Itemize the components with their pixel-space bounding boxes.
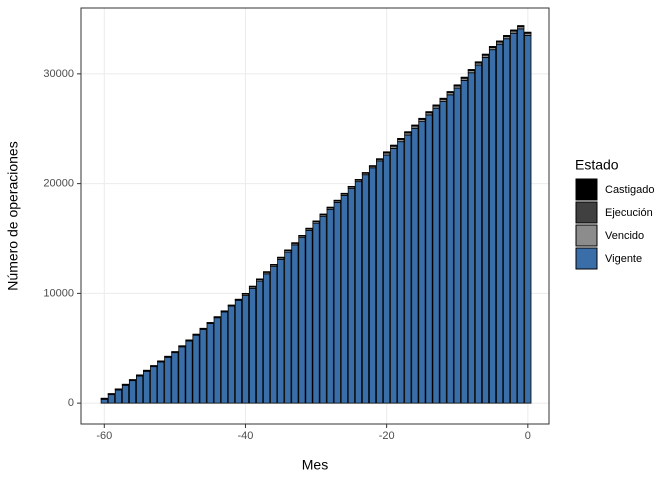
bar-segment xyxy=(461,80,467,403)
bar-segment xyxy=(172,353,178,403)
bar-segment xyxy=(341,195,347,403)
bar-segment xyxy=(108,395,114,404)
legend-label: Vigente xyxy=(605,253,642,265)
bar-segment xyxy=(221,312,227,403)
y-axis-title: Número de operaciones xyxy=(5,141,21,290)
legend-label: Ejecución xyxy=(605,207,653,219)
bar-segment xyxy=(426,115,432,403)
bar-segment xyxy=(285,252,291,403)
bar-segment xyxy=(398,142,404,403)
bar-segment xyxy=(256,281,262,403)
legend-key xyxy=(576,179,597,200)
bar-segment xyxy=(101,399,107,403)
bar-segment xyxy=(320,216,326,403)
bar-segment xyxy=(242,296,248,404)
y-tick-label: 20000 xyxy=(43,178,74,190)
legend-label: Castigado xyxy=(605,184,655,196)
legend-key xyxy=(576,202,597,223)
bar-segment xyxy=(200,329,206,403)
bar-segment xyxy=(115,390,121,403)
bar-segment xyxy=(376,161,382,403)
bar-segment xyxy=(143,371,149,403)
bar-segment xyxy=(511,33,517,403)
bar-segment xyxy=(362,175,368,403)
legend-label: Vencido xyxy=(605,230,644,242)
bar-segment xyxy=(391,148,397,403)
bar-segment xyxy=(468,73,474,403)
x-axis-title: Mes xyxy=(302,457,328,473)
bar-segment xyxy=(228,306,234,403)
bar-segment xyxy=(419,122,425,404)
bar-segment xyxy=(348,189,354,404)
bar-segment xyxy=(482,57,488,403)
bar-segment xyxy=(355,182,361,404)
legend-key xyxy=(576,225,597,246)
y-tick-label: 30000 xyxy=(43,68,74,80)
bar-segment xyxy=(129,381,135,404)
x-tick-label: 0 xyxy=(525,430,531,442)
bar-segment xyxy=(327,209,333,403)
x-tick-label: -40 xyxy=(238,430,254,442)
bar-segment xyxy=(405,135,411,403)
bar-segment xyxy=(136,376,142,403)
bar-segment xyxy=(122,385,128,403)
bar-segment xyxy=(271,267,277,404)
legend-key xyxy=(576,248,597,269)
bar-segment xyxy=(235,300,241,403)
bar-segment xyxy=(489,50,495,403)
bar-segment xyxy=(263,274,269,403)
bar-segment xyxy=(151,367,157,403)
bar-segment xyxy=(334,202,340,403)
bar-segment xyxy=(193,335,199,403)
bar-segment xyxy=(179,347,185,403)
bar-segment xyxy=(313,223,319,403)
bar-segment xyxy=(412,128,418,403)
x-tick-label: -20 xyxy=(379,430,395,442)
bar-segment xyxy=(454,88,460,403)
bar-segment xyxy=(165,357,171,403)
y-tick-label: 0 xyxy=(68,397,74,409)
bar-segment xyxy=(214,318,220,403)
bar-segment xyxy=(496,44,502,403)
x-tick-label: -60 xyxy=(96,430,112,442)
bar-segment xyxy=(369,168,375,403)
bar-segment xyxy=(440,102,446,404)
bar-segment xyxy=(306,230,312,403)
bar-segment xyxy=(292,245,298,403)
bar-segment xyxy=(249,288,255,403)
bar-segment xyxy=(278,259,284,403)
bar-segment xyxy=(207,324,213,404)
y-tick-label: 10000 xyxy=(43,287,74,299)
bar-segment xyxy=(447,95,453,403)
bar-segment xyxy=(383,155,389,403)
bar-segment xyxy=(518,29,524,403)
bar-segment xyxy=(503,39,509,403)
bar-segment xyxy=(433,108,439,403)
legend-title: Estado xyxy=(575,157,619,173)
bar-segment xyxy=(158,362,164,403)
bar-segment xyxy=(525,35,531,403)
bar-segment xyxy=(299,238,305,404)
bar-segment xyxy=(186,341,192,403)
bar-segment xyxy=(475,65,481,403)
